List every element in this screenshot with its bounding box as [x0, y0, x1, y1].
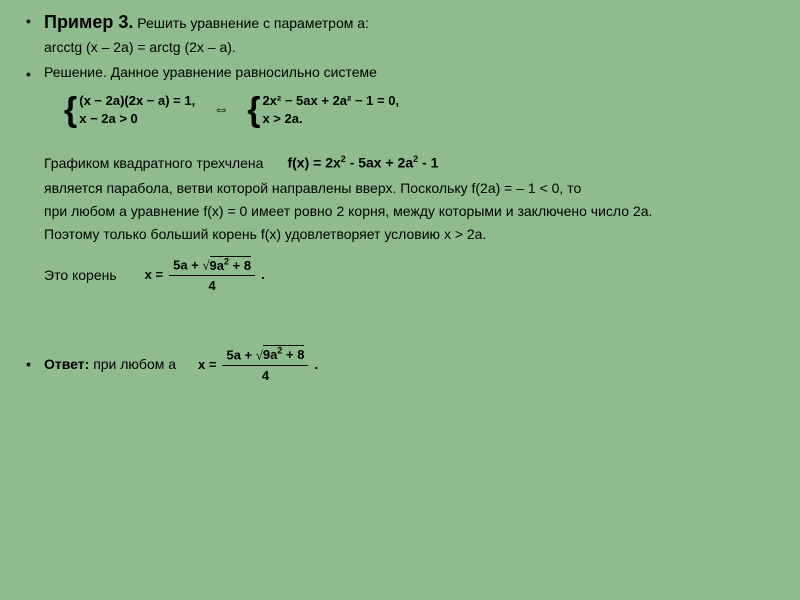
main-equation: arcctg (x – 2a) = arctg (2x – a).	[20, 38, 780, 57]
root-tail: .	[261, 266, 265, 284]
equiv-system: { (x − 2a)(2x − a) = 1, x − 2a > 0 ⇔ { 2…	[20, 92, 780, 127]
sys-left-line1: (x − 2a)(2x − a) = 1,	[79, 92, 195, 110]
bullet-icon: •	[26, 65, 31, 84]
example-number: Пример 3.	[44, 12, 133, 32]
sys-right-line2: x > 2a.	[262, 110, 399, 128]
solution-intro-row: • Решение. Данное уравнение равносильно …	[20, 63, 780, 82]
root-eq-left: x =	[145, 266, 163, 284]
answer-eq-left: x =	[198, 356, 216, 374]
para-therefore: Поэтому только больший корень f(x) удовл…	[20, 225, 780, 244]
para-roots: при любом а уравнение f(x) = 0 имеет ров…	[20, 202, 780, 221]
root-row: Это корень x = 5a + √9a2 + 8 4 .	[20, 255, 780, 294]
brace-icon: {	[247, 93, 260, 127]
iff-symbol: ⇔	[213, 99, 229, 121]
root-label: Это корень	[44, 266, 117, 285]
solution-intro: Решение. Данное уравнение равносильно си…	[44, 64, 377, 80]
trinomial-label: Графиком квадратного трехчлена	[44, 154, 263, 173]
answer-prefix: Ответ: при любом а	[44, 355, 176, 374]
trinomial-formula: f(x) = 2x2 - 5ax + 2a2 - 1	[287, 153, 438, 173]
answer-tail: .	[314, 356, 318, 374]
root-denominator: 4	[208, 276, 215, 295]
para-parabola: является парабола, ветви которой направл…	[20, 179, 780, 198]
title-rest: Решить уравнение с параметром а:	[137, 15, 369, 31]
trinomial-line: Графиком квадратного трехчлена f(x) = 2x…	[20, 153, 780, 173]
answer-denominator: 4	[262, 366, 269, 385]
root-expression: x = 5a + √9a2 + 8 4 .	[145, 255, 265, 294]
root-numerator: 5a + √9a2 + 8	[169, 255, 255, 276]
system-right: { 2x² − 5ax + 2a² − 1 = 0, x > 2a.	[247, 92, 399, 127]
answer-row: • Ответ: при любом а x = 5a + √9a2 + 8 4…	[20, 345, 780, 384]
sys-left-line2: x − 2a > 0	[79, 110, 195, 128]
system-left: { (x − 2a)(2x − a) = 1, x − 2a > 0	[64, 92, 195, 127]
brace-icon: {	[64, 93, 77, 127]
answer-fraction: 5a + √9a2 + 8 4	[222, 345, 308, 384]
answer-expression: x = 5a + √9a2 + 8 4 .	[198, 345, 318, 384]
title-row: • Пример 3. Решить уравнение с параметро…	[20, 10, 780, 34]
bullet-icon: •	[26, 355, 31, 374]
answer-numerator: 5a + √9a2 + 8	[222, 345, 308, 366]
sys-right-line1: 2x² − 5ax + 2a² − 1 = 0,	[262, 92, 399, 110]
root-fraction: 5a + √9a2 + 8 4	[169, 255, 255, 294]
bullet-icon: •	[26, 12, 31, 31]
